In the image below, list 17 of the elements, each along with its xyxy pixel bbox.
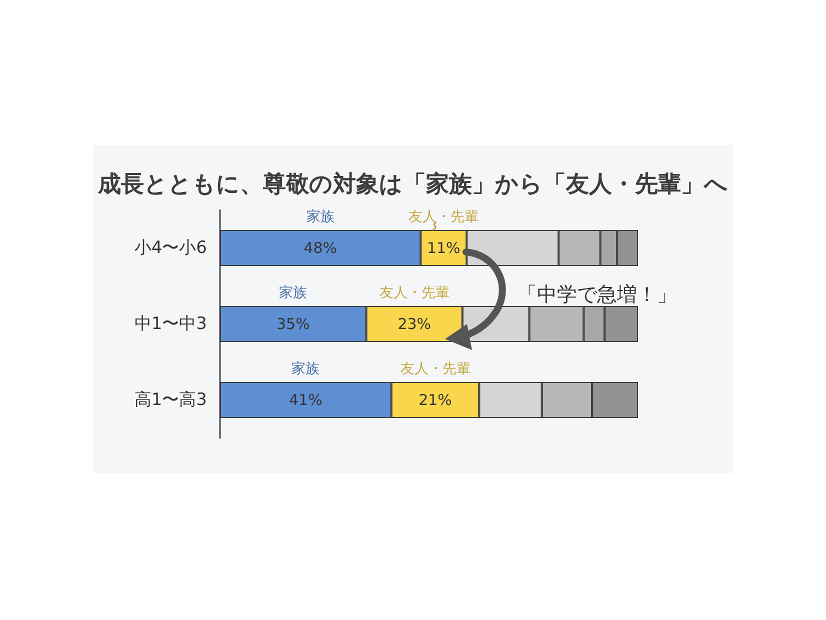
chart-title: 成長とともに、尊敬の対象は「家族」から「友人・先輩」へ (97, 170, 728, 198)
series-label: 友人・先輩 (379, 285, 450, 301)
text: 友人・先輩 (408, 209, 479, 225)
data-label: 21% (418, 391, 452, 409)
text: 家族 (279, 285, 308, 301)
y-tick-label: 小4〜小6 (134, 238, 207, 258)
data-label: 48% (304, 239, 337, 257)
data-label: 41% (289, 391, 322, 409)
data-label: 23% (398, 315, 432, 333)
y-tick-label: 高1〜高3 (134, 390, 207, 410)
data-label: 11% (426, 239, 460, 257)
series-label: 家族 (306, 209, 334, 225)
annotation: 「中学で急増！」 (517, 282, 677, 306)
text: 友人・先輩 (400, 361, 470, 377)
text: 家族 (292, 361, 320, 377)
y-tick-label: 中1〜中3 (134, 314, 207, 334)
data-label: 35% (276, 315, 310, 333)
